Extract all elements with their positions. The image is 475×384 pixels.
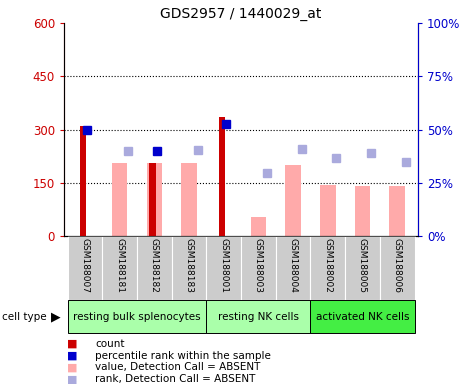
Bar <box>345 236 380 300</box>
Text: ■: ■ <box>66 351 77 361</box>
Text: resting bulk splenocytes: resting bulk splenocytes <box>73 312 201 322</box>
Bar <box>149 163 156 236</box>
Bar <box>285 165 301 236</box>
Bar <box>171 236 206 300</box>
Bar <box>380 236 415 300</box>
Bar <box>67 236 102 300</box>
Bar <box>320 185 336 236</box>
Bar <box>276 236 311 300</box>
Text: GSM188183: GSM188183 <box>184 238 193 293</box>
Bar <box>181 163 197 236</box>
Text: GSM188181: GSM188181 <box>115 238 124 293</box>
Text: ■: ■ <box>66 362 77 372</box>
Bar <box>311 236 345 300</box>
Bar <box>67 300 206 333</box>
Text: percentile rank within the sample: percentile rank within the sample <box>95 351 271 361</box>
Text: count: count <box>95 339 124 349</box>
Text: ■: ■ <box>66 339 77 349</box>
Bar <box>112 163 127 236</box>
Bar <box>146 163 162 236</box>
Bar <box>311 300 415 333</box>
Bar <box>206 300 311 333</box>
Text: GSM188002: GSM188002 <box>323 238 332 293</box>
Text: GSM188003: GSM188003 <box>254 238 263 293</box>
Bar <box>218 117 225 236</box>
Bar <box>390 187 405 236</box>
Text: value, Detection Call = ABSENT: value, Detection Call = ABSENT <box>95 362 260 372</box>
Bar <box>137 236 171 300</box>
Bar <box>251 217 266 236</box>
Bar <box>206 236 241 300</box>
Text: GSM188001: GSM188001 <box>219 238 228 293</box>
Text: rank, Detection Call = ABSENT: rank, Detection Call = ABSENT <box>95 374 256 384</box>
Text: GSM188182: GSM188182 <box>150 238 159 293</box>
Text: GSM188007: GSM188007 <box>80 238 89 293</box>
Text: activated NK cells: activated NK cells <box>316 312 409 322</box>
Text: GSM188004: GSM188004 <box>289 238 298 293</box>
Text: ■: ■ <box>66 374 77 384</box>
Bar <box>102 236 137 300</box>
Bar <box>355 187 370 236</box>
Bar <box>241 236 276 300</box>
Text: ▶: ▶ <box>51 310 61 323</box>
Bar <box>80 126 86 236</box>
Text: GSM188005: GSM188005 <box>358 238 367 293</box>
Text: GSM188006: GSM188006 <box>393 238 402 293</box>
Title: GDS2957 / 1440029_at: GDS2957 / 1440029_at <box>161 7 322 21</box>
Text: cell type: cell type <box>2 312 47 322</box>
Text: resting NK cells: resting NK cells <box>218 312 299 322</box>
